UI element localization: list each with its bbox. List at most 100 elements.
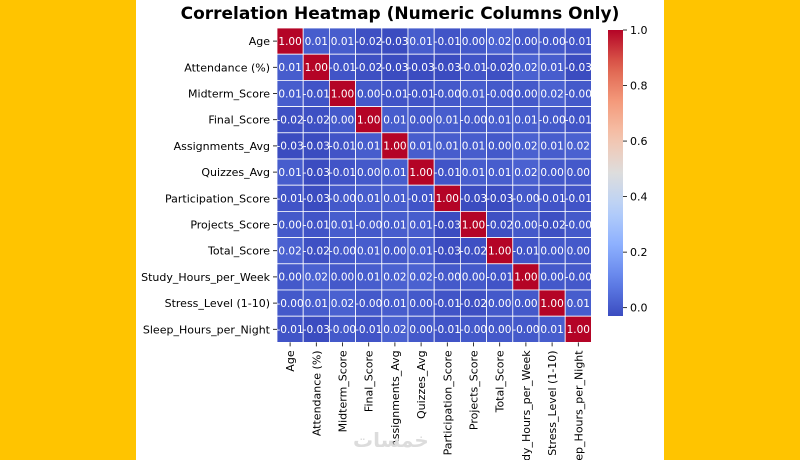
cell-label: 0.01 bbox=[409, 219, 432, 231]
cell-label: -0.03 bbox=[434, 219, 461, 231]
heatmap-cell bbox=[486, 315, 514, 343]
cell-label: 0.01 bbox=[383, 115, 406, 127]
cell-label: 0.01 bbox=[567, 298, 590, 310]
cell-label: 0.01 bbox=[383, 219, 406, 231]
cell-label: 0.00 bbox=[331, 272, 354, 284]
y-tick-label: Stress_Level (1-10) bbox=[165, 297, 270, 310]
cell-label: 0.01 bbox=[540, 141, 563, 153]
colorbar-tick-label: 1.0 bbox=[630, 24, 648, 37]
heatmap-cell bbox=[355, 184, 383, 212]
heatmap-cell bbox=[459, 132, 487, 160]
cell-label: 0.00 bbox=[383, 246, 406, 258]
cell-label: -0.00 bbox=[565, 272, 592, 284]
x-tick-label: Quizzes_Avg bbox=[415, 350, 428, 419]
heatmap-cell bbox=[512, 237, 540, 265]
cell-label: -0.03 bbox=[434, 246, 461, 258]
cell-label: 0.01 bbox=[540, 62, 563, 74]
cell-label: 0.01 bbox=[436, 115, 459, 127]
heatmap-cell bbox=[276, 27, 304, 55]
cell-label: -0.02 bbox=[460, 246, 487, 258]
heatmap-cell bbox=[355, 289, 383, 317]
cell-label: -0.00 bbox=[539, 115, 566, 127]
cell-label: 0.00 bbox=[514, 88, 537, 100]
cell-label: 0.00 bbox=[278, 219, 301, 231]
cell-label: -0.00 bbox=[329, 324, 356, 336]
cell-label: 1.00 bbox=[436, 193, 459, 205]
x-tick-label: Sleep_Hours_per_Night bbox=[572, 350, 585, 460]
cell-label: 1.00 bbox=[383, 141, 406, 153]
cell-label: -0.01 bbox=[565, 36, 592, 48]
cell-label: -0.01 bbox=[303, 219, 330, 231]
heatmap-cell bbox=[564, 210, 592, 238]
cell-label: 0.02 bbox=[514, 141, 537, 153]
heatmap-cell bbox=[486, 289, 514, 317]
cell-label: 1.00 bbox=[462, 219, 485, 231]
cell-label: 0.01 bbox=[331, 36, 354, 48]
cell-label: 0.00 bbox=[540, 272, 563, 284]
cell-label: -0.02 bbox=[303, 115, 330, 127]
cell-label: 0.01 bbox=[357, 193, 380, 205]
heatmap-cell bbox=[355, 237, 383, 265]
heatmap-cell bbox=[433, 289, 461, 317]
heatmap-cell bbox=[564, 80, 592, 108]
cell-label: 0.01 bbox=[436, 141, 459, 153]
cell-label: -0.00 bbox=[512, 324, 539, 336]
heatmap-cell bbox=[512, 184, 540, 212]
cell-label: 0.01 bbox=[488, 167, 511, 179]
cell-label: -0.01 bbox=[303, 88, 330, 100]
heatmap-cell bbox=[276, 106, 304, 134]
cell-label: -0.01 bbox=[329, 141, 356, 153]
heatmap-cell bbox=[355, 132, 383, 160]
cell-label: 0.00 bbox=[488, 298, 511, 310]
x-tick-label: Participation_Score bbox=[441, 350, 454, 455]
x-tick-label: Attendance (%) bbox=[310, 350, 323, 436]
cell-label: -0.02 bbox=[355, 36, 382, 48]
cell-label: 0.00 bbox=[357, 167, 380, 179]
cell-label: -0.00 bbox=[277, 298, 304, 310]
cell-label: 0.00 bbox=[540, 246, 563, 258]
cell-label: -0.01 bbox=[460, 62, 487, 74]
cell-label: 0.02 bbox=[488, 36, 511, 48]
heatmap-cell bbox=[512, 106, 540, 134]
heatmap-cell bbox=[538, 289, 566, 317]
cell-label: -0.01 bbox=[434, 167, 461, 179]
heatmap-cell bbox=[381, 237, 409, 265]
cell-label: 0.02 bbox=[383, 324, 406, 336]
cell-label: 1.00 bbox=[514, 272, 537, 284]
heatmap-cell bbox=[538, 132, 566, 160]
heatmap-cell bbox=[276, 158, 304, 186]
heatmap-cell bbox=[564, 158, 592, 186]
heatmap-cell bbox=[433, 53, 461, 81]
cell-label: -0.00 bbox=[486, 88, 513, 100]
cell-label: -0.00 bbox=[355, 219, 382, 231]
heatmap-cell bbox=[538, 80, 566, 108]
heatmap-cell bbox=[459, 237, 487, 265]
heatmap-cell bbox=[302, 158, 330, 186]
x-tick-label: Age bbox=[284, 350, 297, 372]
heatmap-cell bbox=[407, 53, 435, 81]
cell-label: -0.01 bbox=[434, 324, 461, 336]
cell-label: 0.00 bbox=[357, 88, 380, 100]
cell-label: 1.00 bbox=[488, 246, 511, 258]
heatmap-cell bbox=[538, 53, 566, 81]
heatmap-cell bbox=[512, 53, 540, 81]
heatmap-cell bbox=[302, 210, 330, 238]
cell-label: 0.00 bbox=[409, 324, 432, 336]
cell-label: 0.01 bbox=[514, 115, 537, 127]
cell-label: 1.00 bbox=[409, 167, 432, 179]
heatmap-cell bbox=[407, 263, 435, 291]
heatmap-cell bbox=[433, 80, 461, 108]
heatmap-cell bbox=[538, 106, 566, 134]
y-tick-label: Quizzes_Avg bbox=[201, 166, 270, 179]
cell-label: -0.00 bbox=[460, 324, 487, 336]
heatmap-cell bbox=[355, 158, 383, 186]
heatmap-cell bbox=[512, 158, 540, 186]
heatmap-cell bbox=[302, 53, 330, 81]
cell-label: 1.00 bbox=[305, 62, 328, 74]
cell-label: 0.00 bbox=[488, 324, 511, 336]
cell-label: 0.02 bbox=[540, 88, 563, 100]
cell-label: -0.03 bbox=[303, 193, 330, 205]
cell-label: 0.00 bbox=[514, 298, 537, 310]
cell-label: -0.01 bbox=[539, 193, 566, 205]
cell-label: 0.02 bbox=[567, 141, 590, 153]
